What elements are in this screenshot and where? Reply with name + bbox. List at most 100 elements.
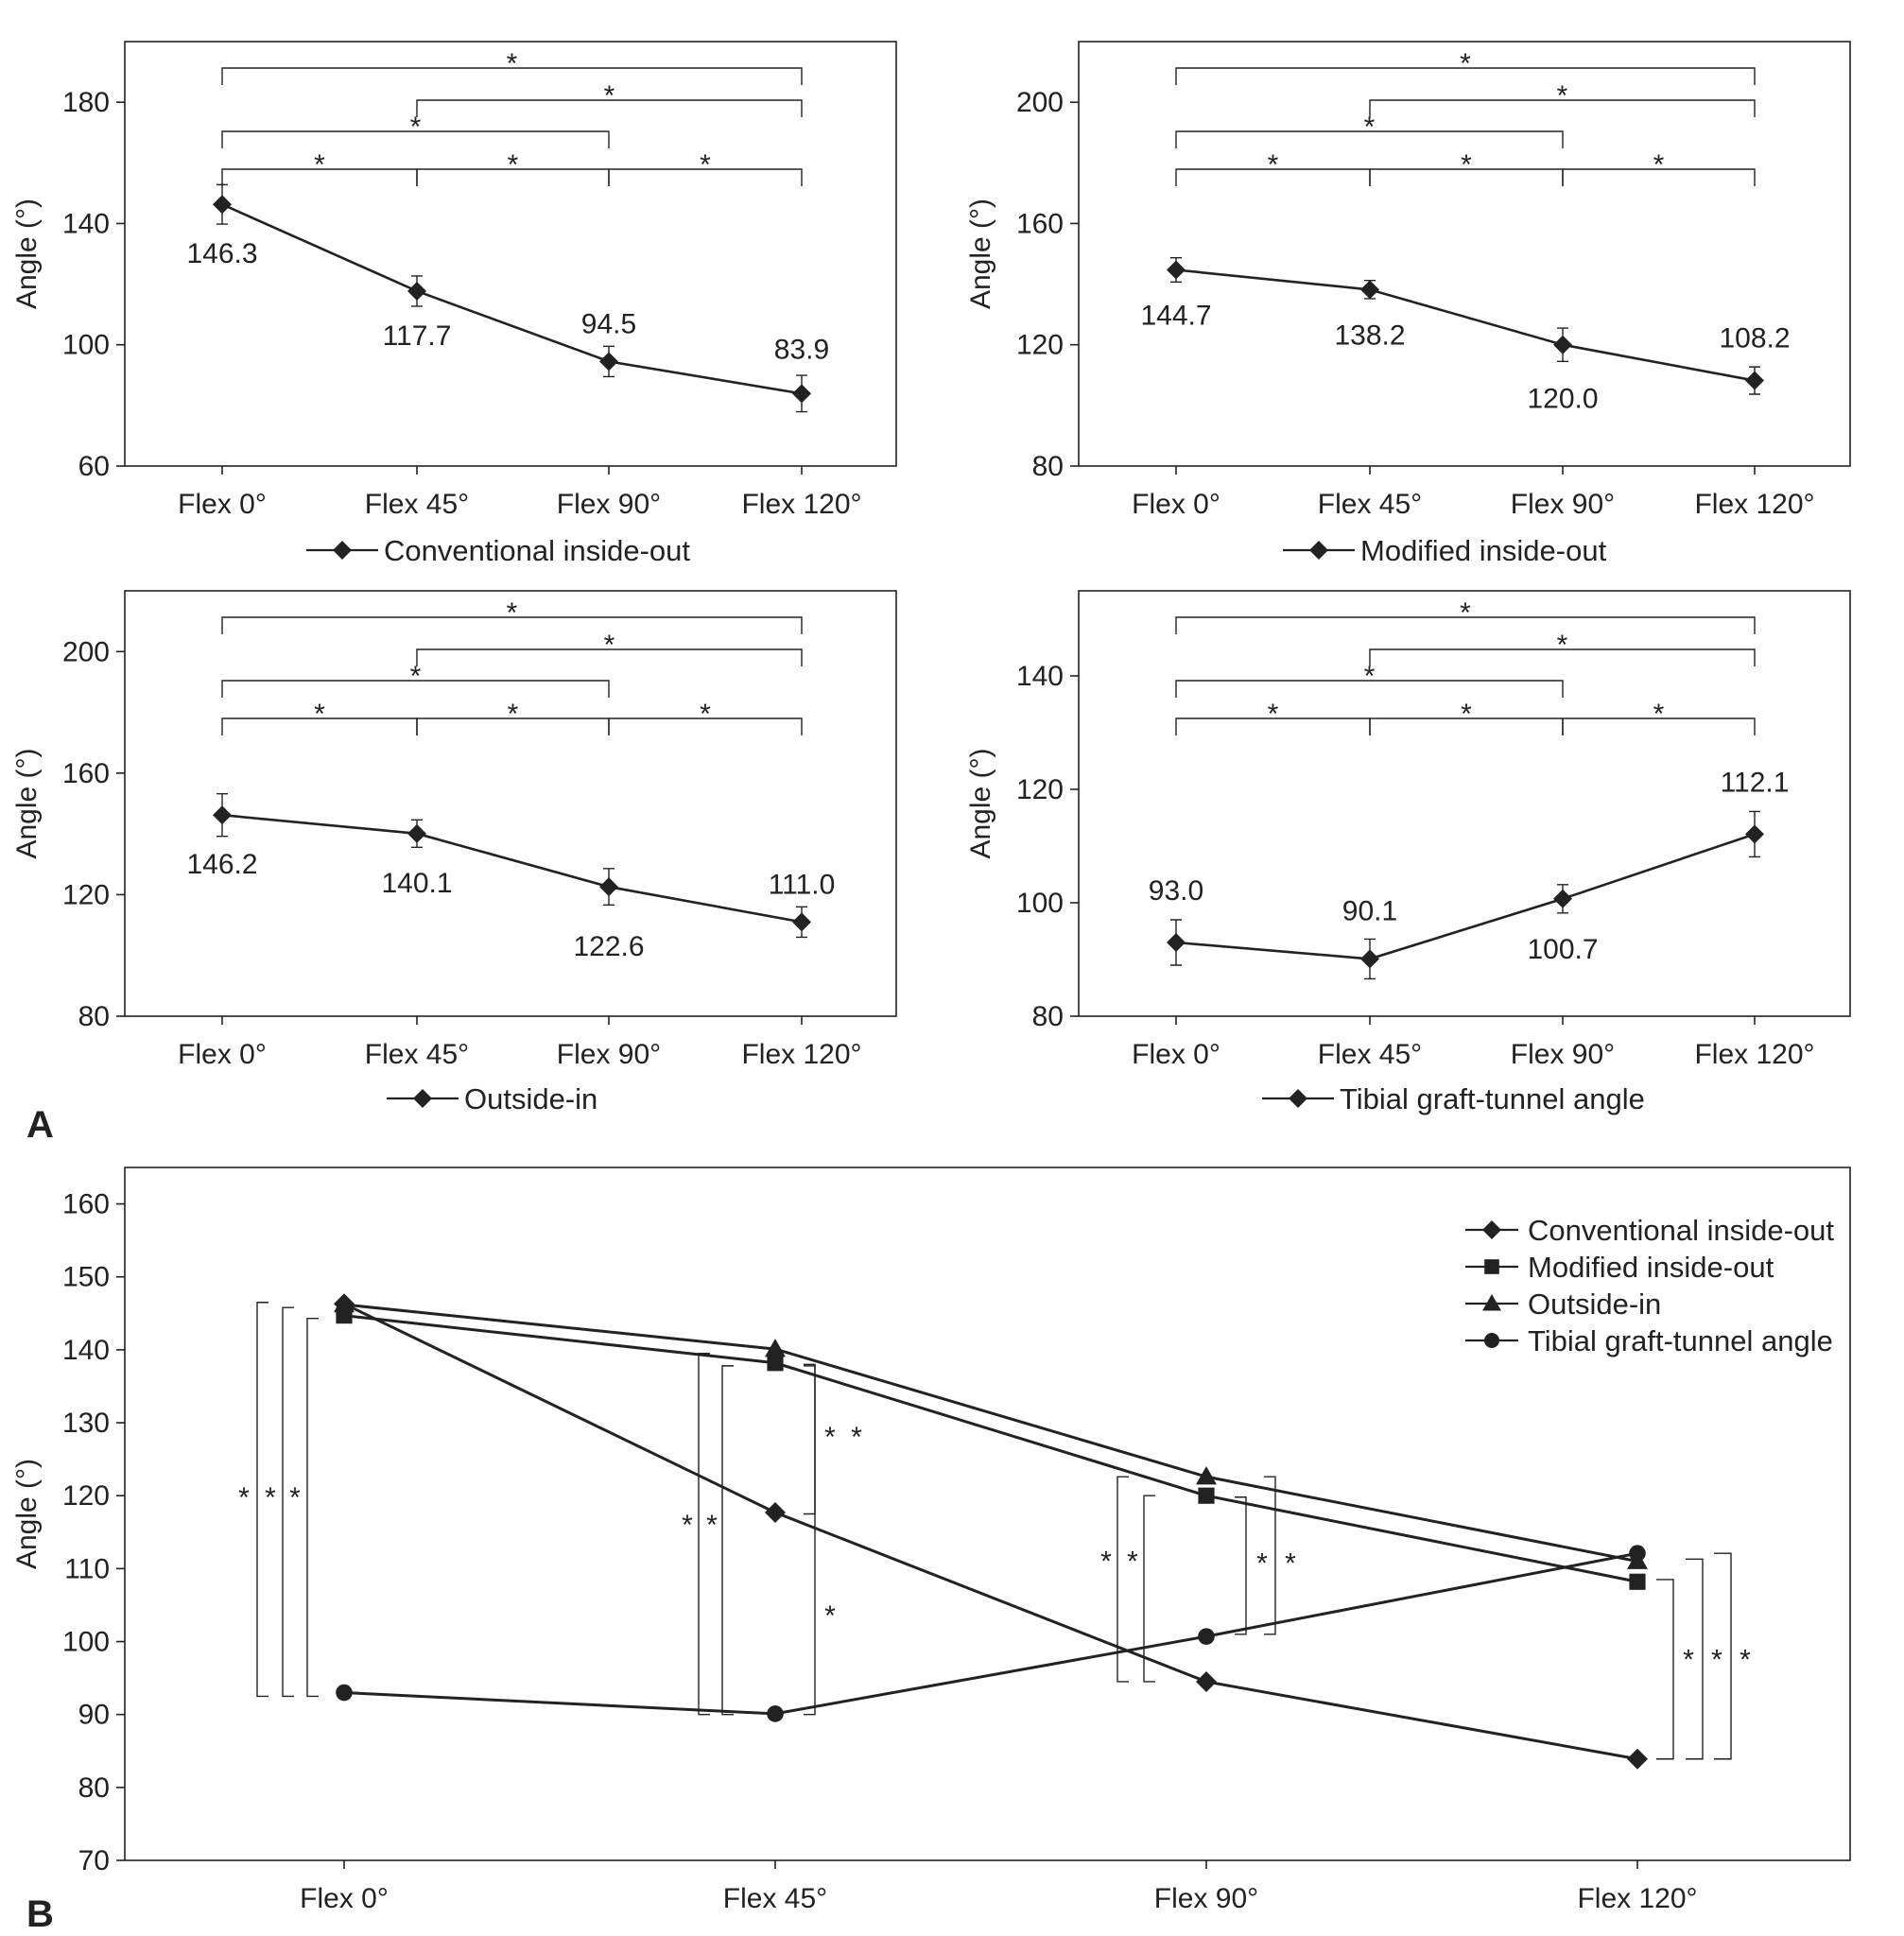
significance-bracket xyxy=(804,1365,816,1716)
significance-star: * xyxy=(507,597,518,629)
data-label: 122.6 xyxy=(573,931,644,962)
data-point-diamond xyxy=(1627,1748,1648,1770)
data-label: 146.2 xyxy=(186,849,257,880)
chart-panel-a1: 60 100 140 180 Angle (°) Flex 0° Flex 45° Flex … xyxy=(11,41,897,567)
significance-star: * xyxy=(1461,149,1472,181)
significance-bracket xyxy=(608,717,803,735)
significance-star: * xyxy=(1364,661,1376,692)
data-label: 111.0 xyxy=(769,869,836,900)
significance-star: * xyxy=(508,699,519,730)
x-tick-label: Flex 0° xyxy=(300,1883,389,1914)
significance-star: * xyxy=(1557,80,1568,112)
legend-marker-circle xyxy=(1484,1333,1499,1348)
x-tick-label: Flex 45° xyxy=(365,489,469,520)
x-tick-label: Flex 90° xyxy=(557,1039,661,1070)
y-tick-label: 90 xyxy=(78,1700,110,1731)
significance-bracket xyxy=(306,1318,319,1698)
y-tick-label: 80 xyxy=(78,1772,110,1804)
significance-star: * xyxy=(1653,699,1665,730)
significance-star: * xyxy=(238,1482,250,1513)
significance-bracket xyxy=(282,1306,294,1698)
panel-a-charts: 60 100 140 180 Angle (°) Flex 0° Flex 45° Flex … xyxy=(11,41,1851,1115)
significance-bracket xyxy=(1369,648,1756,666)
significance-star: * xyxy=(1268,149,1279,181)
x-tick-label: Flex 0° xyxy=(178,489,267,520)
data-point-diamond xyxy=(765,1501,786,1523)
data-label: 93.0 xyxy=(1149,875,1203,907)
data-point-triangle xyxy=(1196,1466,1217,1485)
significance-bracket xyxy=(1143,1495,1155,1683)
plot-frame xyxy=(124,1167,1851,1861)
significance-bracket xyxy=(1562,168,1756,186)
data-point xyxy=(213,195,232,215)
data-point xyxy=(407,281,426,301)
series-line-diamond xyxy=(343,1302,1638,1761)
legend-marker xyxy=(1309,541,1328,560)
y-tick-label: 110 xyxy=(64,1553,110,1584)
legend-marker-square xyxy=(1484,1259,1499,1274)
data-point xyxy=(1360,949,1379,969)
significance-bracket xyxy=(698,1353,710,1716)
data-label: 83.9 xyxy=(774,334,829,365)
significance-bracket xyxy=(1656,1579,1674,1760)
significance-star: * xyxy=(1460,597,1471,629)
significance-bracket xyxy=(1369,99,1756,117)
y-tick-label: 160 xyxy=(62,1189,110,1220)
legend-marker xyxy=(1289,1089,1307,1108)
y-tick-label: 120 xyxy=(62,1480,110,1512)
series-line xyxy=(1175,268,1756,382)
data-point xyxy=(599,352,618,372)
significance-star: * xyxy=(508,149,519,181)
x-tick-label: Flex 120° xyxy=(1694,489,1814,520)
significance-star: * xyxy=(824,1422,836,1453)
y-tick-label: 120 xyxy=(1016,774,1064,805)
y-tick-label: 120 xyxy=(62,879,110,910)
significance-bracket xyxy=(1686,1558,1704,1760)
data-point-triangle xyxy=(765,1339,786,1357)
legend-label: Tibial graft-tunnel angle xyxy=(1340,1082,1645,1115)
y-tick-label: 140 xyxy=(62,1335,110,1366)
x-tick-label: Flex 45° xyxy=(365,1039,469,1070)
significance-bracket xyxy=(416,648,803,666)
series-line xyxy=(221,813,803,924)
data-point-diamond xyxy=(1196,1670,1217,1692)
x-tick-label: Flex 90° xyxy=(1154,1883,1258,1914)
data-point xyxy=(792,384,811,404)
x-tick-label: Flex 120° xyxy=(741,489,861,520)
significance-star: * xyxy=(1461,699,1472,730)
significance-star: * xyxy=(682,1510,693,1541)
significance-star: * xyxy=(604,80,615,112)
y-tick-label: 120 xyxy=(1016,330,1064,361)
data-label: 112.1 xyxy=(1721,767,1790,798)
y-tick-label: 100 xyxy=(1016,888,1064,919)
x-tick-label: Flex 90° xyxy=(1511,1039,1615,1070)
data-point-circle xyxy=(1629,1545,1646,1562)
series-line-circle xyxy=(343,1551,1638,1716)
significance-star: * xyxy=(604,630,615,661)
data-label: 144.7 xyxy=(1140,300,1211,331)
significance-bracket xyxy=(1235,1496,1247,1635)
y-tick-label: 200 xyxy=(1016,87,1064,118)
significance-star: * xyxy=(1740,1645,1751,1676)
data-label: 146.3 xyxy=(186,238,257,269)
significance-star: * xyxy=(1364,112,1376,143)
significance-bracket xyxy=(1175,616,1756,634)
y-tick-label: 100 xyxy=(62,330,110,361)
series-line xyxy=(1175,833,1756,960)
y-tick-label: 140 xyxy=(62,208,110,239)
y-tick-label: 60 xyxy=(78,451,110,482)
data-point xyxy=(1360,280,1379,300)
significance-star: * xyxy=(289,1482,301,1513)
significance-star: * xyxy=(410,661,422,692)
y-tick-label: 160 xyxy=(1016,208,1064,239)
significance-star: * xyxy=(410,112,422,143)
significance-star: * xyxy=(1653,149,1665,181)
plot-frame xyxy=(124,41,897,467)
significance-bracket xyxy=(256,1302,268,1698)
legend-label: Conventional inside-out xyxy=(1528,1214,1834,1247)
x-tick-label: Flex 0° xyxy=(178,1039,267,1070)
data-label: 108.2 xyxy=(1719,323,1790,354)
data-point-square xyxy=(1198,1487,1215,1504)
data-label: 94.5 xyxy=(581,308,636,339)
